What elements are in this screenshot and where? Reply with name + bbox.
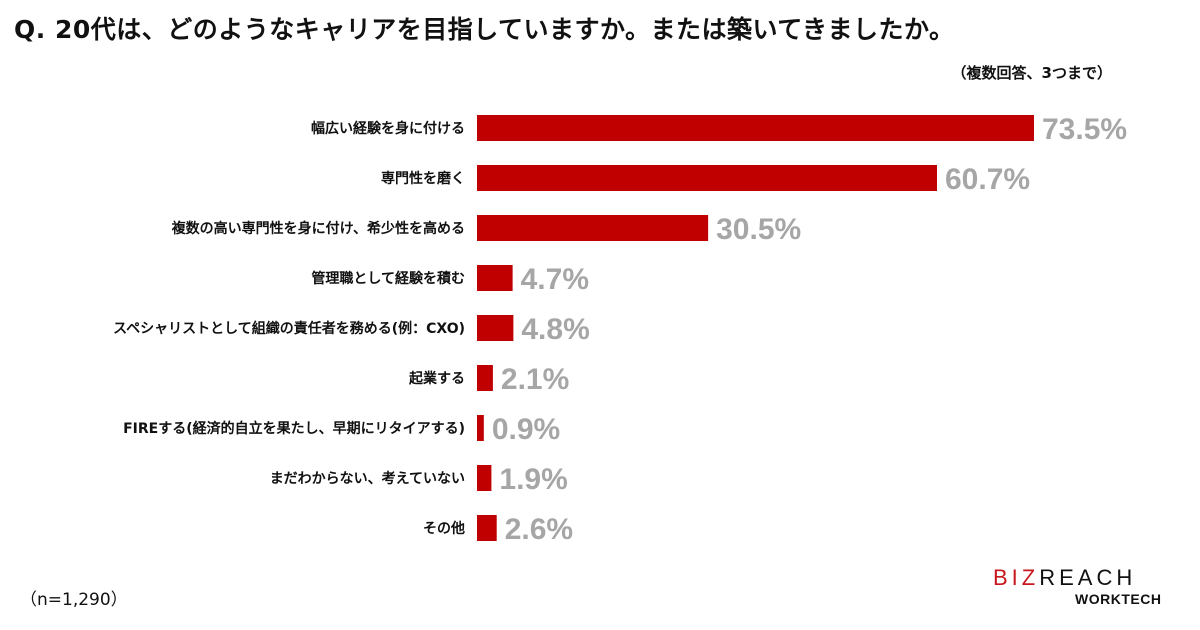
value-label: 4.8%	[521, 313, 589, 346]
category-label: まだわからない、考えていない	[270, 470, 465, 487]
value-label: 4.7%	[521, 263, 589, 296]
category-label: FIREする(経済的自立を果たし、早期にリタイアする)	[123, 420, 465, 437]
bar	[477, 415, 484, 441]
logo-subtext: WORKTECH	[1075, 591, 1162, 607]
value-label: 60.7%	[945, 163, 1030, 196]
bar	[477, 515, 497, 541]
category-label: 複数の高い専門性を身に付け、希少性を高める	[171, 220, 465, 237]
bar	[477, 465, 492, 491]
category-label: 起業する	[408, 370, 465, 387]
value-label: 2.6%	[505, 513, 573, 546]
bar	[477, 315, 514, 341]
sample-size-note: （n=1,290）	[20, 590, 128, 610]
category-label: スペシャリストとして組織の責任者を務める(例：CXO)	[113, 320, 465, 337]
logo-text-red: BIZ	[993, 565, 1040, 590]
logo-text-dark: REACH	[1039, 565, 1137, 590]
bar	[477, 365, 493, 391]
bar	[477, 165, 937, 191]
category-label: 専門性を磨く	[381, 170, 465, 187]
value-label: 0.9%	[492, 413, 560, 446]
value-label: 1.9%	[499, 463, 567, 496]
chart-title: Q. 20代は、どのようなキャリアを目指していますか。または築いてきましたか。	[14, 15, 955, 44]
value-label: 2.1%	[501, 363, 569, 396]
category-label: その他	[423, 520, 465, 537]
bizreach-worktech-logo: BIZREACH WORKTECH	[993, 565, 1173, 607]
bar	[477, 265, 513, 291]
chart-subtitle: （複数回答、3つまで）	[951, 64, 1112, 82]
value-label: 73.5%	[1042, 113, 1127, 146]
category-label: 幅広い経験を身に付ける	[311, 120, 465, 137]
bar	[477, 215, 709, 241]
value-label: 30.5%	[716, 213, 801, 246]
bar	[477, 115, 1034, 141]
category-label: 管理職として経験を積む	[311, 270, 465, 287]
